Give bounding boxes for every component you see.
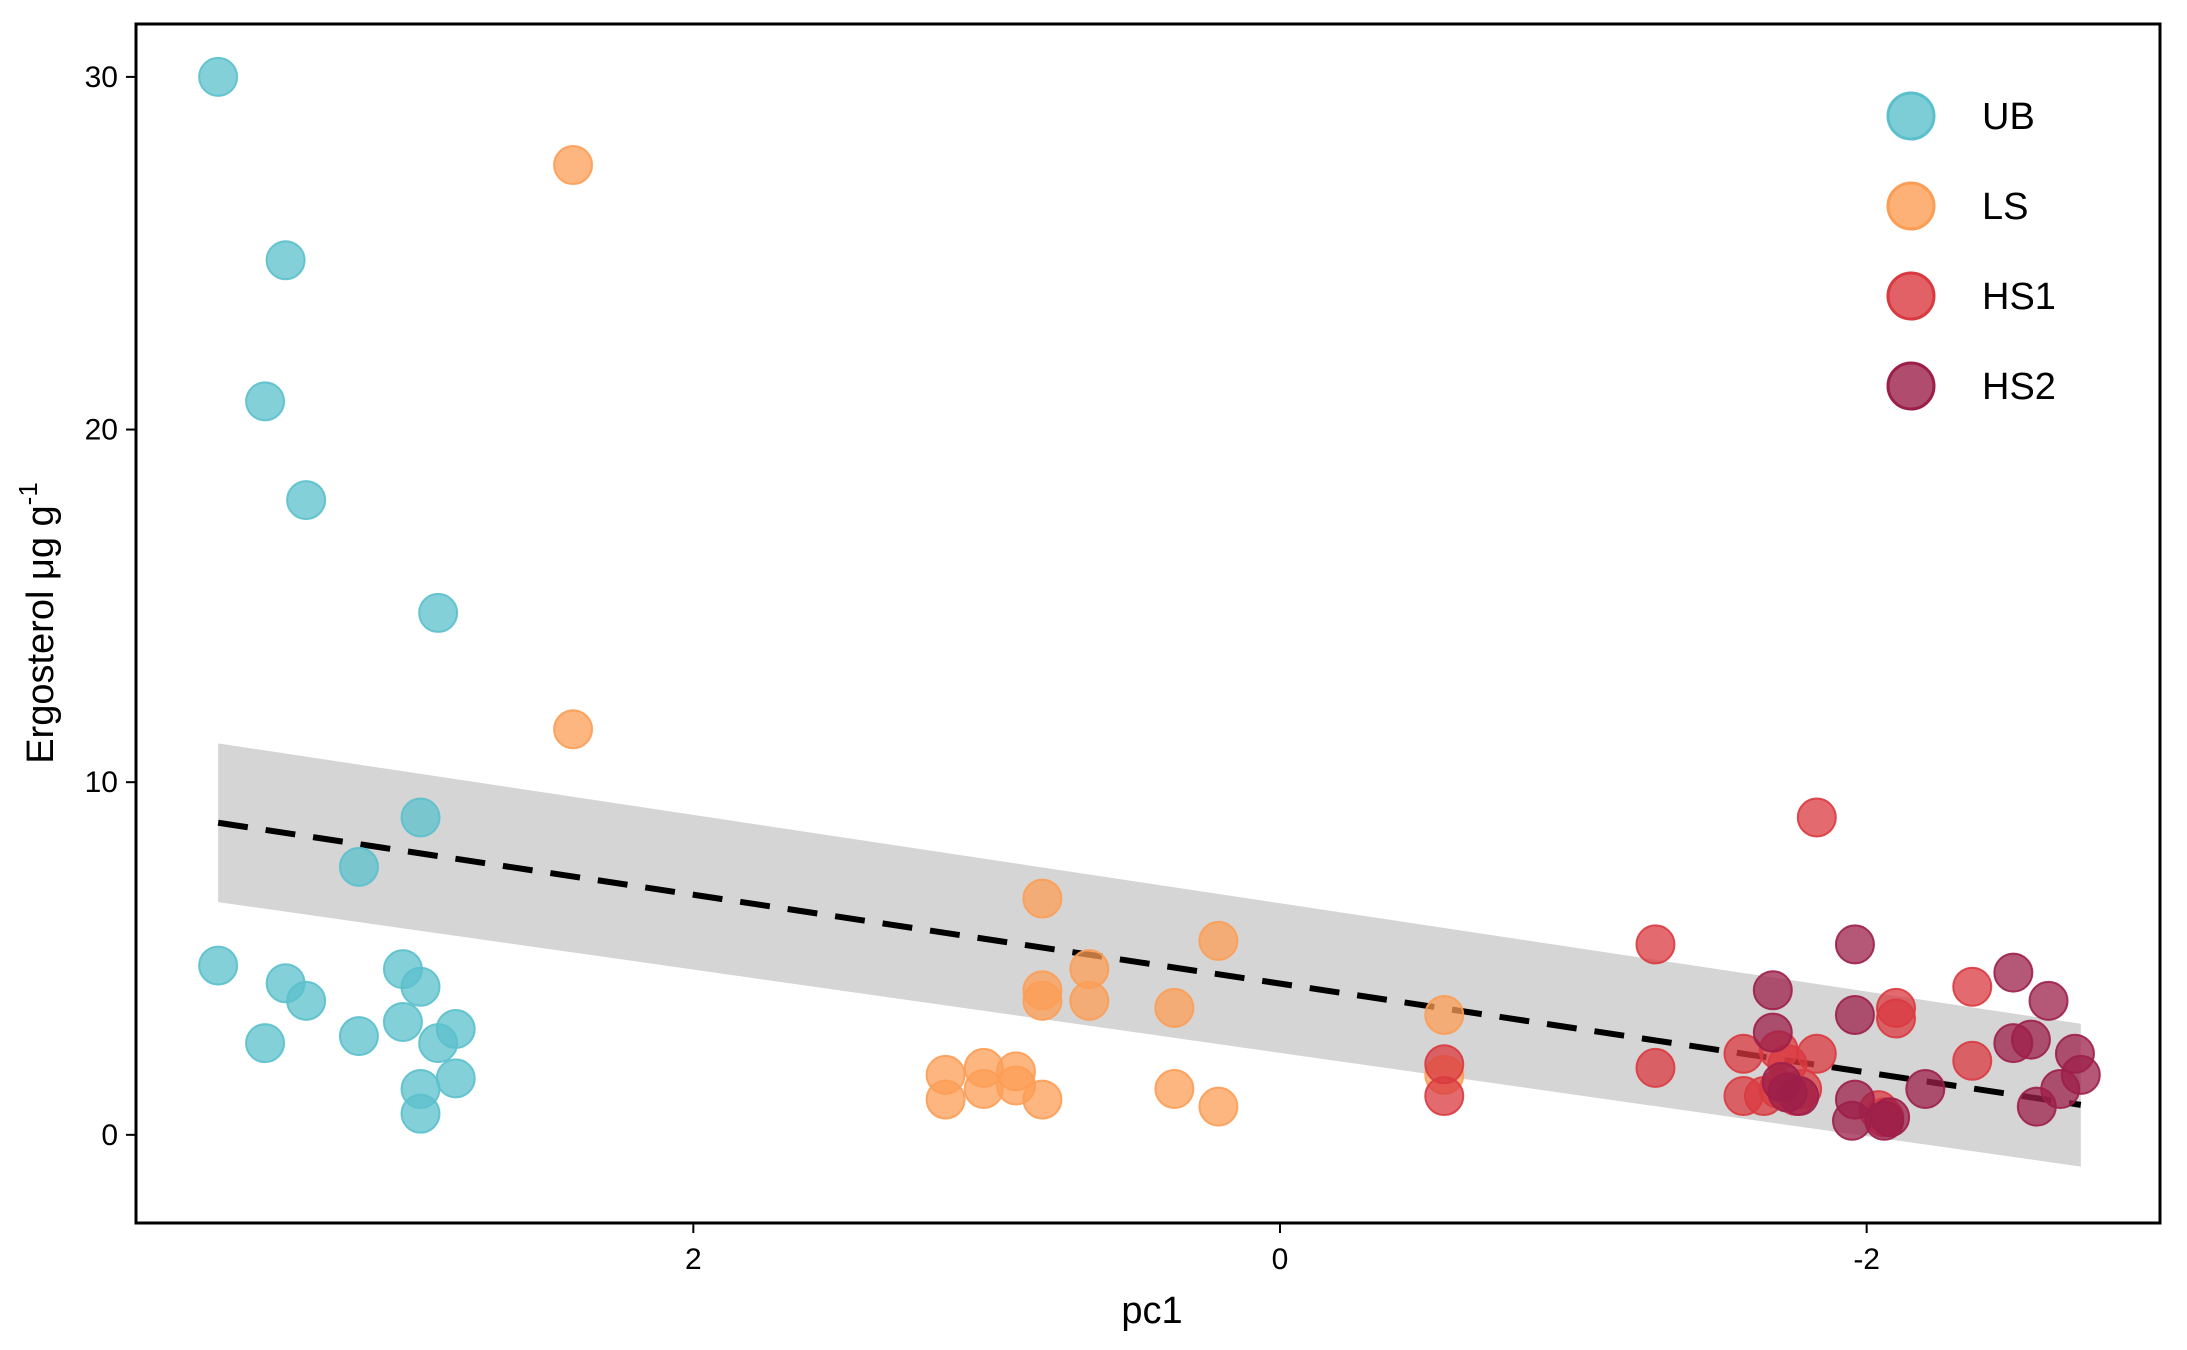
confidence-band [218,743,2081,1167]
data-point-hs1 [1952,1040,1993,1081]
data-point-hs2 [1752,970,1793,1011]
data-point-ub [245,1023,286,1064]
data-point-hs1 [1424,1076,1465,1117]
data-point-ls [1198,1086,1239,1127]
data-point-hs2 [1993,952,2034,993]
data-point-ls [553,145,594,186]
legend-marker-hs1 [1886,271,1936,321]
data-point-ub [435,1009,476,1050]
legend-marker-ub [1886,91,1936,141]
legend: UB LS HS1 HS2 [1886,91,2056,411]
data-point-hs1 [1876,998,1916,1039]
data-point-hs2 [1870,1097,1911,1138]
data-point-ub [338,846,379,887]
data-point-ls [1069,980,1110,1021]
trend-line-layer [217,819,2082,1108]
data-point-ls [1022,1079,1063,1120]
data-point-hs2 [2010,1019,2051,1060]
x-axis-title: pc1 [1121,1290,1182,1332]
plot-panel-border [134,22,2162,1225]
y-axis-title-superscript: -1 [13,482,43,505]
y-axis: 0 10 20 30 [85,61,136,1152]
legend-marker-ls [1886,181,1936,231]
data-point-hs2 [1779,1076,1820,1117]
data-point-hs1 [1635,924,1676,965]
data-point-ls [553,709,594,750]
y-tick-label: 0 [101,1119,118,1152]
data-point-ls [1424,994,1465,1035]
data-point-ub [382,1001,423,1042]
x-tick-label: 0 [1272,1243,1289,1276]
data-point-ls [1022,878,1063,919]
y-tick-label: 20 [85,414,118,447]
data-point-hs2 [2028,980,2069,1021]
y-tick-label: 30 [85,61,118,94]
legend-marker-hs2 [1886,361,1936,411]
data-point-hs1 [1952,966,1993,1007]
legend-label-ub: UB [1982,96,2035,138]
data-point-ub [286,480,327,521]
data-point-ls [1154,987,1195,1028]
legend-label-hs2: HS2 [1982,366,2056,408]
data-point-ub [286,980,327,1021]
data-point-hs1 [1723,1033,1764,1074]
trend-line [217,819,2082,1108]
points-layer [198,56,2101,1141]
x-tick-label: 2 [685,1243,702,1276]
legend-label-ls: LS [1982,186,2028,228]
data-point-hs1 [1635,1047,1676,1088]
legend-label-hs1: HS1 [1982,276,2056,318]
data-point-ls [925,1079,966,1120]
data-point-ub [198,945,239,986]
data-point-hs2 [1834,994,1875,1035]
data-point-hs1 [1796,797,1837,838]
data-point-ub [435,1058,476,1099]
y-tick-label: 10 [85,766,118,799]
y-axis-title: Ergosterol μg g-1 [13,482,62,764]
data-point-ub [245,381,286,422]
x-axis: 2 0 -2 [685,1223,1880,1276]
data-point-ub [198,56,239,97]
data-point-ub [265,240,306,281]
data-point-hs2 [1752,1012,1793,1053]
data-point-ub [400,797,441,838]
y-axis-title-main: Ergosterol μg g [20,505,62,763]
data-point-hs2 [2016,1086,2057,1127]
data-point-ls [1198,920,1239,961]
data-point-ub [418,592,459,633]
x-tick-label: -2 [1853,1243,1880,1276]
data-point-ub [338,1016,379,1057]
data-point-hs2 [1905,1068,1946,1109]
data-point-ub [400,966,441,1007]
data-point-ub [400,1093,441,1134]
data-point-ls [1154,1068,1195,1109]
data-point-hs2 [1834,924,1875,965]
confidence-band-layer [218,743,2081,1167]
data-point-ls [1022,980,1063,1021]
